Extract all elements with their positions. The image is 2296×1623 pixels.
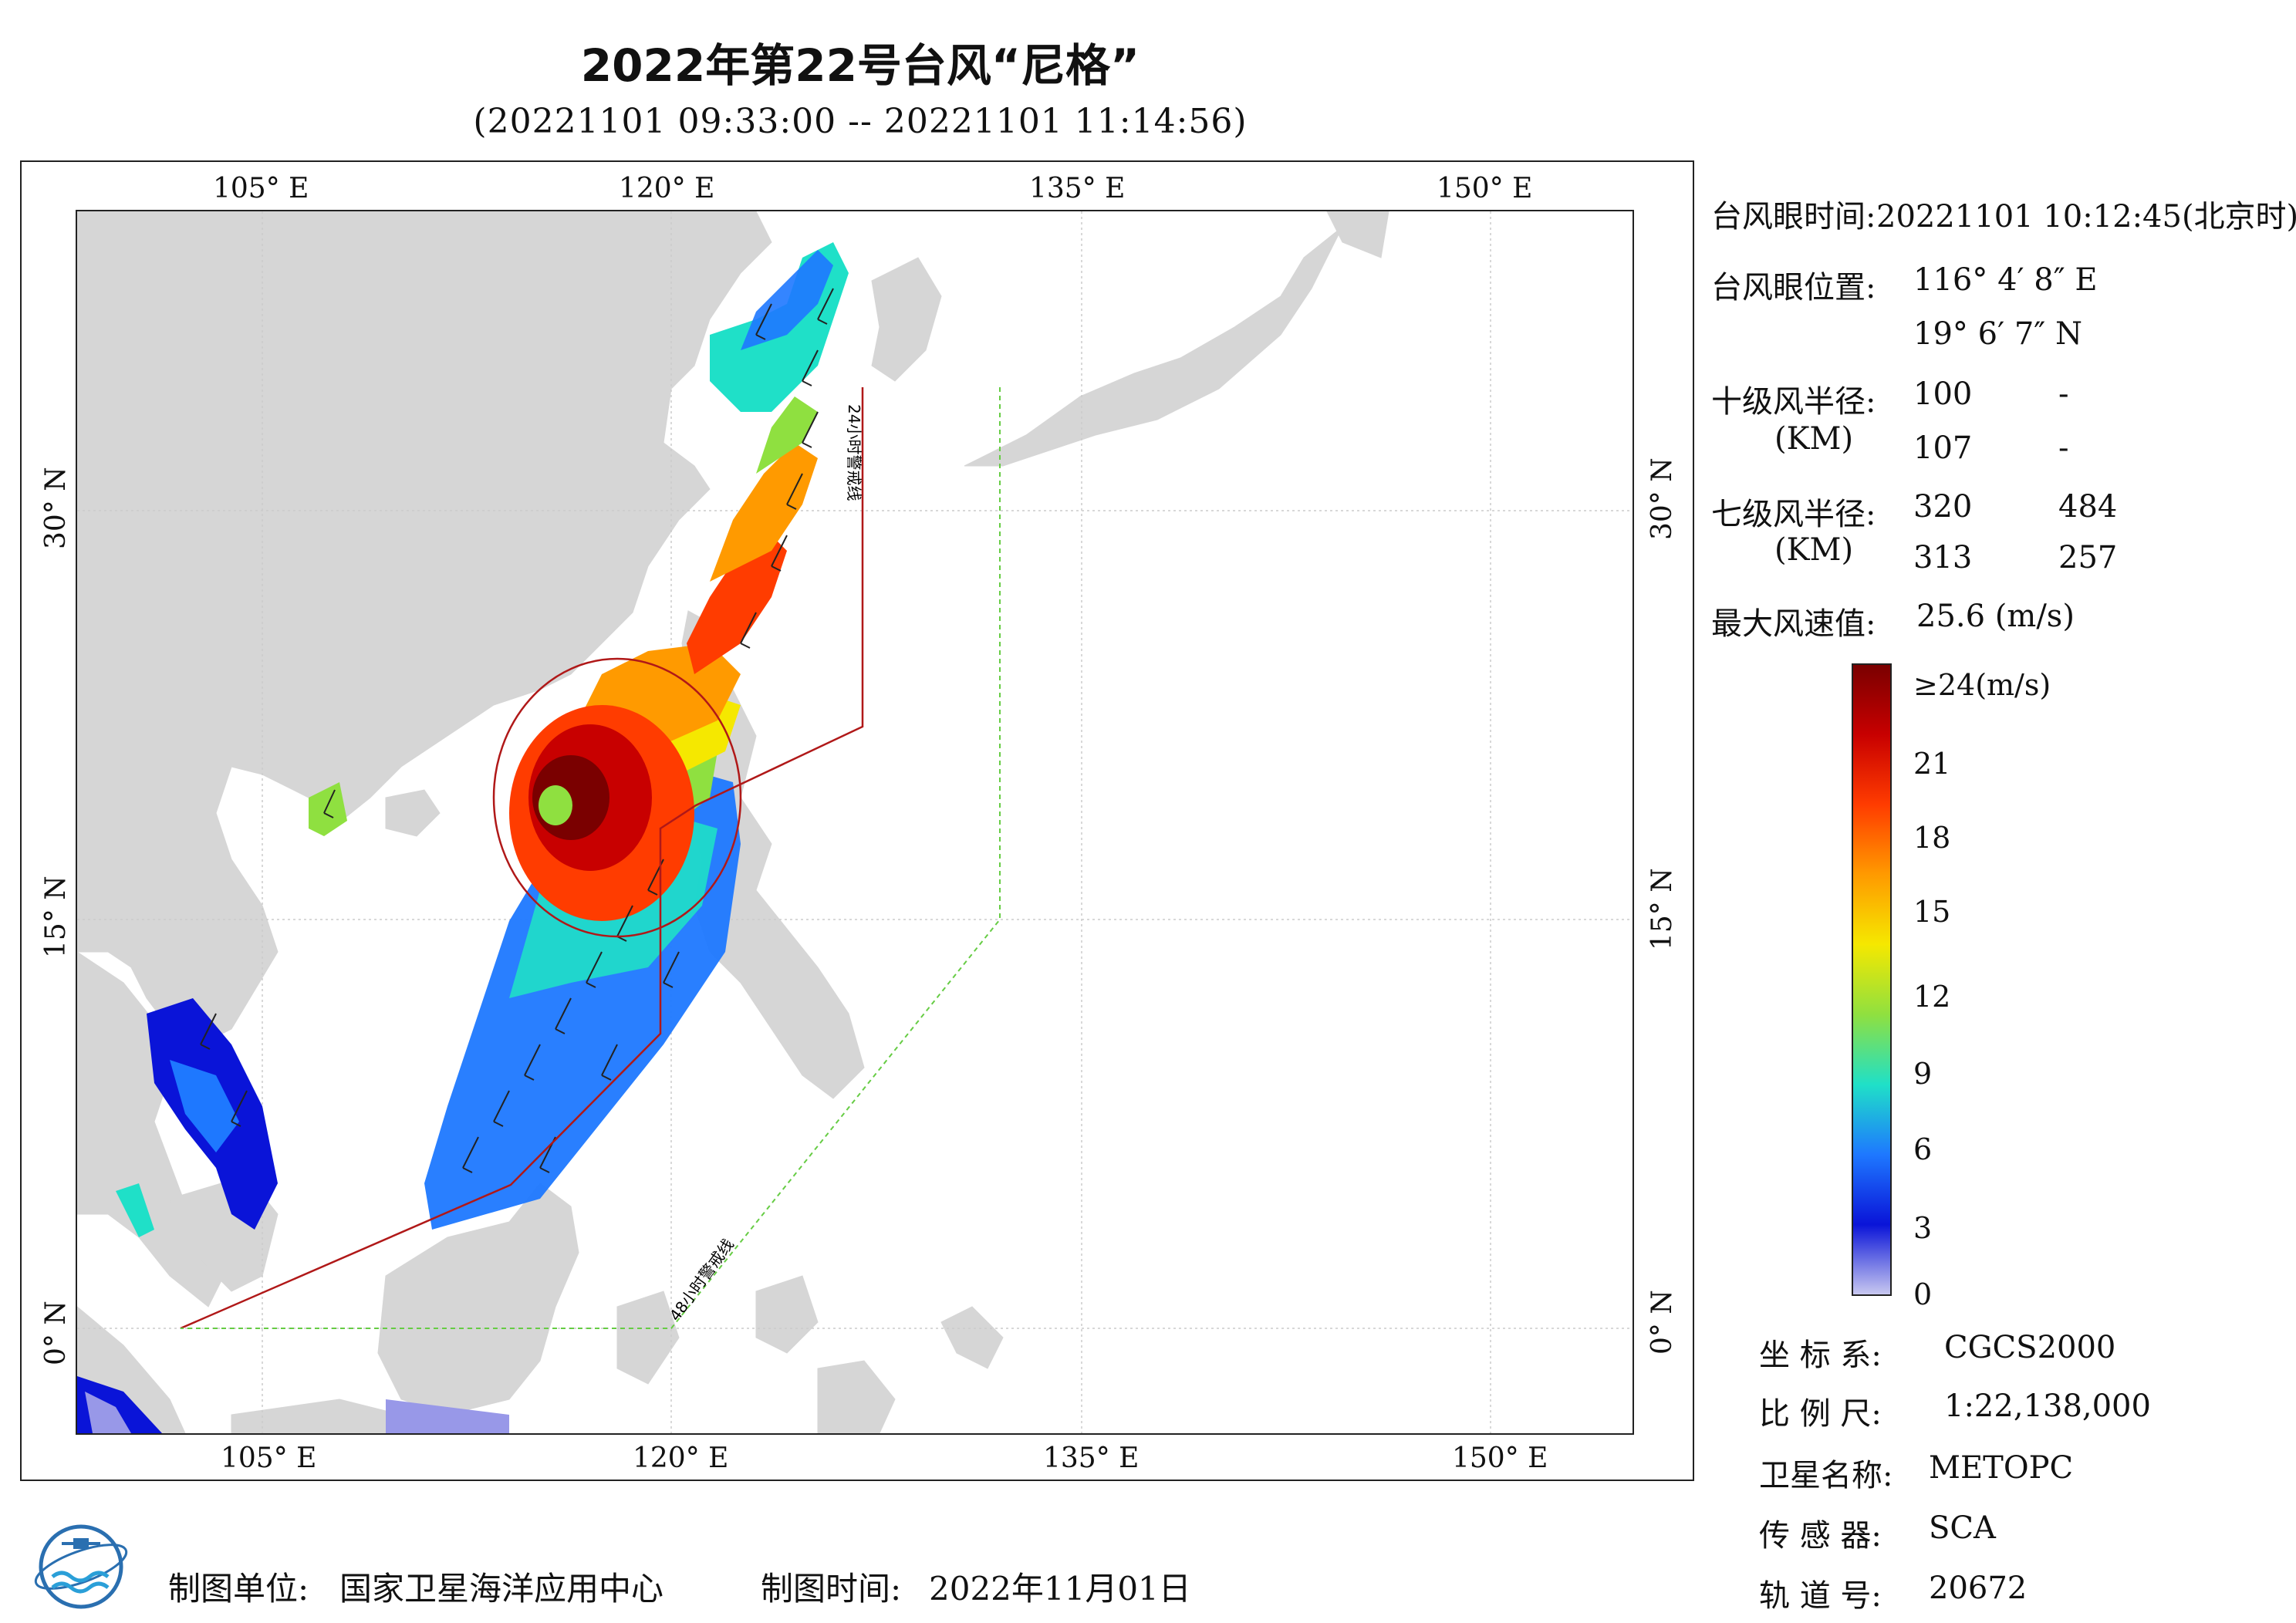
r10-value-2a: 107 xyxy=(1913,430,1973,466)
r7-value-1b: 484 xyxy=(2058,489,2118,525)
colorbar-label-0: 0 xyxy=(1913,1277,1933,1311)
map-canvas: 24小时警戒线 48小时警戒线 xyxy=(77,211,1633,1433)
colorbar-label-21: 21 xyxy=(1913,747,1951,781)
eye-position-label: 台风眼位置: xyxy=(1711,270,1876,305)
satellite-value: METOPC xyxy=(1929,1450,2074,1486)
lon-label-bottom-120: 120° E xyxy=(633,1442,729,1474)
eye-time-value: 20221101 10:12:45(北京时) xyxy=(1876,199,2296,235)
warning-line-48h-label: 48小时警戒线 xyxy=(666,1235,738,1324)
observation-time-range: (20221101 09:33:00 -- 20221101 11:14:56) xyxy=(473,102,1248,141)
colorbar-label-12: 12 xyxy=(1913,980,1951,1014)
wind-swath xyxy=(77,242,849,1433)
warning-line-24h xyxy=(180,387,864,1330)
lat-label-right-0: 0° N xyxy=(1646,1290,1678,1355)
nsoas-logo-icon xyxy=(34,1524,128,1609)
land-masses xyxy=(77,211,1389,1433)
producer-value: 国家卫星海洋应用中心 xyxy=(339,1570,664,1608)
eye-time-label: 台风眼时间: xyxy=(1711,199,1876,235)
scale-value: 1:22,138,000 xyxy=(1944,1388,2151,1424)
lat-label-right-30: 30° N xyxy=(1646,457,1678,540)
production-date-value: 2022年11月01日 xyxy=(929,1570,1191,1608)
lon-label-bottom-105: 105° E xyxy=(221,1442,317,1474)
r7-unit: (KM) xyxy=(1774,532,1854,568)
r7-label: 七级风半径: xyxy=(1711,497,1876,532)
colorbar-label-18: 18 xyxy=(1913,821,1951,855)
orbit-value: 20672 xyxy=(1929,1571,2028,1606)
r7-value-2a: 313 xyxy=(1913,540,1973,575)
lon-label-top-135: 135° E xyxy=(1029,173,1126,204)
sensor-label: 传 感 器: xyxy=(1759,1518,1882,1554)
lat-label-left-30: 30° N xyxy=(40,467,72,549)
colorbar-label-9: 9 xyxy=(1913,1057,1933,1091)
lon-label-top-105: 105° E xyxy=(213,173,309,204)
wind-barbs xyxy=(200,288,834,1173)
warning-line-24h-label: 24小时警戒线 xyxy=(845,404,863,501)
lat-label-left-0: 0° N xyxy=(40,1301,72,1365)
colorbar-label-6: 6 xyxy=(1913,1132,1933,1166)
lat-label-left-15: 15° N xyxy=(40,876,72,958)
production-date-label: 制图时间: xyxy=(761,1570,902,1608)
crs-value: CGCS2000 xyxy=(1944,1330,2116,1365)
map-frame xyxy=(20,160,1694,1481)
max-wind-value: 25.6 (m/s) xyxy=(1916,599,2075,634)
colorbar-label-15: 15 xyxy=(1913,895,1951,929)
r10-value-2b: - xyxy=(2058,430,2069,466)
r10-value-1b: - xyxy=(2058,376,2069,412)
eye-latitude: 19° 6′ 7″ N xyxy=(1913,316,2082,352)
sensor-value: SCA xyxy=(1929,1510,1996,1546)
lat-label-right-15: 15° N xyxy=(1646,868,1678,950)
satellite-label: 卫星名称: xyxy=(1759,1458,1893,1493)
r7-value-2b: 257 xyxy=(2058,540,2118,575)
typhoon-radius-circle xyxy=(492,657,742,938)
lon-label-bottom-150: 150° E xyxy=(1452,1442,1548,1474)
colorbar-label-3: 3 xyxy=(1913,1211,1933,1245)
eye-longitude: 116° 4′ 8″ E xyxy=(1913,262,2098,298)
lon-label-top-120: 120° E xyxy=(619,173,715,204)
wind-field-map[interactable]: 24小时警戒线 48小时警戒线 xyxy=(76,210,1634,1435)
lon-label-bottom-135: 135° E xyxy=(1043,1442,1140,1474)
scale-label: 比 例 尺: xyxy=(1759,1396,1882,1432)
r10-value-1a: 100 xyxy=(1913,376,1973,412)
r10-unit: (KM) xyxy=(1774,421,1854,457)
crs-label: 坐 标 系: xyxy=(1759,1338,1882,1373)
orbit-label: 轨 道 号: xyxy=(1759,1578,1882,1614)
wind-speed-colorbar xyxy=(1852,663,1892,1296)
map-title: 2022年第22号台风“尼格” xyxy=(580,39,1140,92)
lon-label-top-150: 150° E xyxy=(1437,173,1533,204)
max-wind-label: 最大风速值: xyxy=(1711,606,1876,642)
warning-line-48h xyxy=(181,387,1001,1329)
producer-label: 制图单位: xyxy=(168,1570,309,1608)
r7-value-1a: 320 xyxy=(1913,489,1973,525)
r10-label: 十级风半径: xyxy=(1711,384,1876,420)
colorbar-label-24: ≥24(m/s) xyxy=(1913,668,2051,702)
